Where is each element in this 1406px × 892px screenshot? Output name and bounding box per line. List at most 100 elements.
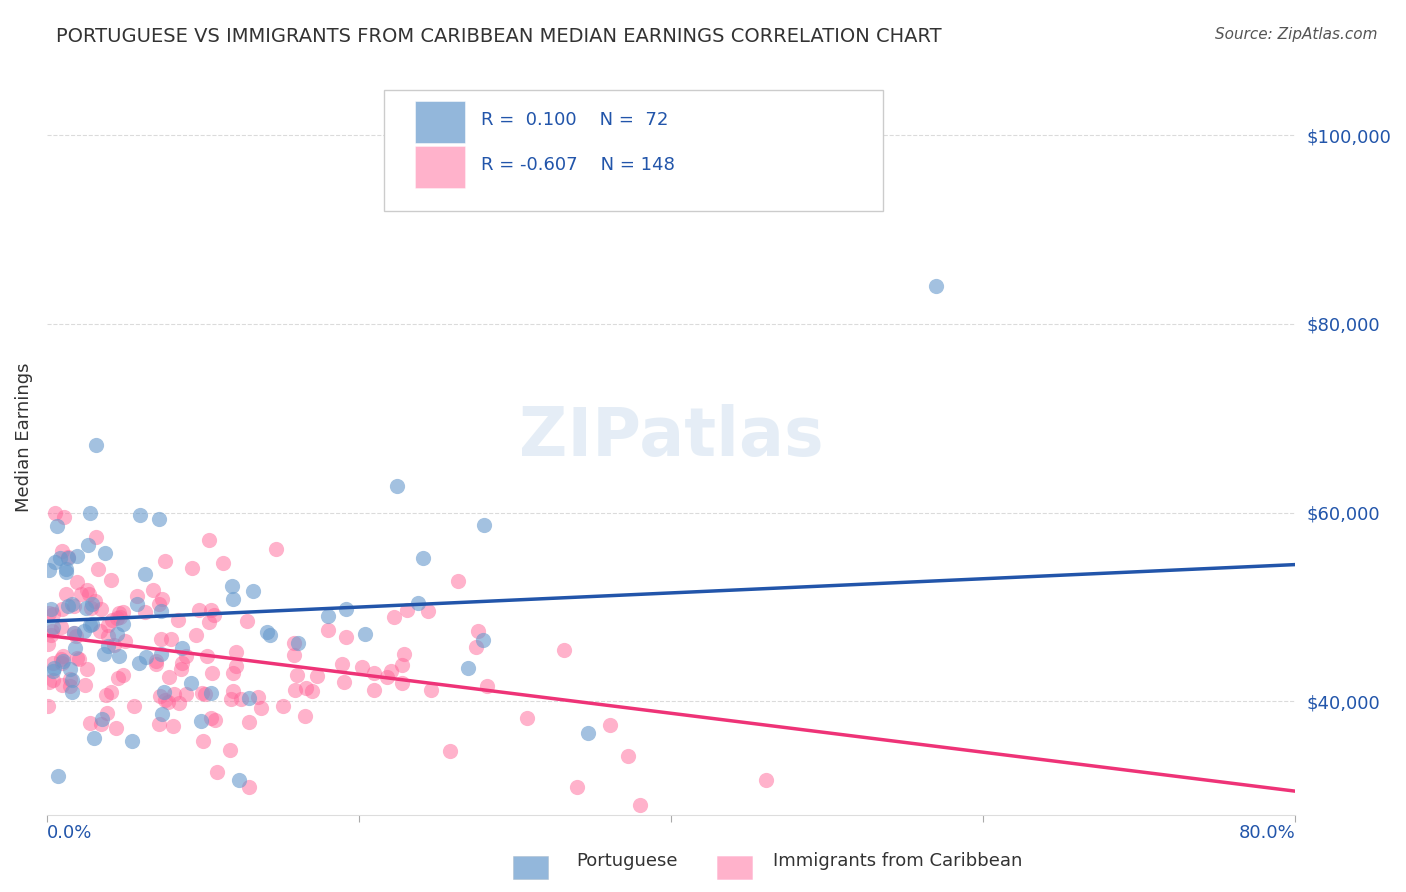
Point: [42, 664, 65, 678]
Point: [219, 692, 242, 706]
Text: 0.0%: 0.0%: [46, 824, 93, 842]
Point: [59, 679, 82, 693]
Point: [160, 632, 183, 646]
Point: [330, 657, 353, 671]
Point: [63, 640, 86, 655]
Point: [202, 608, 225, 623]
Point: [447, 574, 470, 588]
Point: [79, 600, 101, 615]
Point: [56, 550, 79, 565]
Point: [148, 717, 170, 731]
Point: [225, 645, 247, 659]
Point: [225, 659, 247, 673]
Point: [90, 601, 112, 615]
Point: [170, 662, 193, 676]
Point: [111, 605, 134, 619]
Point: [75, 601, 97, 615]
Point: [755, 772, 778, 787]
Point: [52, 654, 75, 668]
Point: [197, 615, 219, 629]
Y-axis label: Median Earnings: Median Earnings: [15, 362, 32, 512]
Point: [41, 624, 63, 638]
Point: [167, 696, 190, 710]
Point: [77, 587, 100, 601]
Point: [51, 544, 73, 558]
Point: [236, 614, 259, 628]
Point: [105, 721, 128, 735]
Point: [82, 616, 104, 631]
Text: PORTUGUESE VS IMMIGRANTS FROM CARIBBEAN MEDIAN EARNINGS CORRELATION CHART: PORTUGUESE VS IMMIGRANTS FROM CARIBBEAN …: [56, 27, 942, 45]
Point: [599, 717, 621, 731]
Point: [52, 510, 75, 524]
Point: [76, 582, 98, 597]
Point: [246, 690, 269, 704]
Point: [51, 678, 73, 692]
Point: [108, 648, 131, 663]
Point: [38, 606, 60, 620]
Point: [412, 550, 434, 565]
Point: [197, 533, 219, 548]
Point: [97, 629, 120, 643]
Point: [89, 624, 111, 638]
Point: [335, 602, 357, 616]
Point: [172, 641, 194, 656]
Point: [37, 698, 59, 713]
Text: R = -0.607    N = 148: R = -0.607 N = 148: [481, 156, 675, 174]
Point: [380, 664, 402, 678]
Point: [66, 650, 89, 665]
Point: [176, 687, 198, 701]
Point: [44, 661, 66, 675]
Point: [84, 530, 107, 544]
Point: [96, 706, 118, 720]
Point: [316, 624, 339, 638]
Point: [42, 673, 65, 687]
Point: [375, 670, 398, 684]
Point: [114, 634, 136, 648]
Text: ZIPatlas: ZIPatlas: [519, 404, 824, 470]
Point: [66, 574, 89, 589]
Point: [69, 587, 91, 601]
Point: [93, 647, 115, 661]
Point: [83, 731, 105, 745]
Point: [350, 660, 373, 674]
Point: [200, 686, 222, 700]
Point: [65, 629, 87, 643]
Point: [162, 719, 184, 733]
FancyBboxPatch shape: [384, 90, 883, 211]
Point: [150, 707, 173, 722]
Point: [471, 632, 494, 647]
Point: [128, 508, 150, 522]
Point: [41, 620, 63, 634]
Point: [67, 652, 90, 666]
Point: [271, 699, 294, 714]
Point: [135, 649, 157, 664]
Point: [181, 561, 204, 575]
Point: [77, 538, 100, 552]
Point: [45, 518, 67, 533]
Point: [294, 709, 316, 723]
Point: [475, 679, 498, 693]
Point: [60, 685, 83, 699]
Point: [285, 668, 308, 682]
Point: [55, 587, 77, 601]
Point: [472, 518, 495, 533]
Point: [91, 712, 114, 726]
Point: [567, 780, 589, 794]
Point: [188, 603, 211, 617]
Point: [153, 554, 176, 568]
Point: [259, 628, 281, 642]
Point: [221, 665, 243, 680]
Point: [228, 772, 250, 787]
Point: [238, 780, 260, 795]
Text: Portuguese: Portuguese: [576, 852, 678, 870]
Point: [391, 676, 413, 690]
Point: [420, 682, 443, 697]
Point: [101, 614, 124, 628]
Point: [38, 563, 60, 577]
Point: [418, 604, 440, 618]
FancyBboxPatch shape: [415, 101, 465, 143]
Point: [90, 716, 112, 731]
Point: [44, 506, 66, 520]
Point: [79, 506, 101, 520]
Point: [219, 743, 242, 757]
